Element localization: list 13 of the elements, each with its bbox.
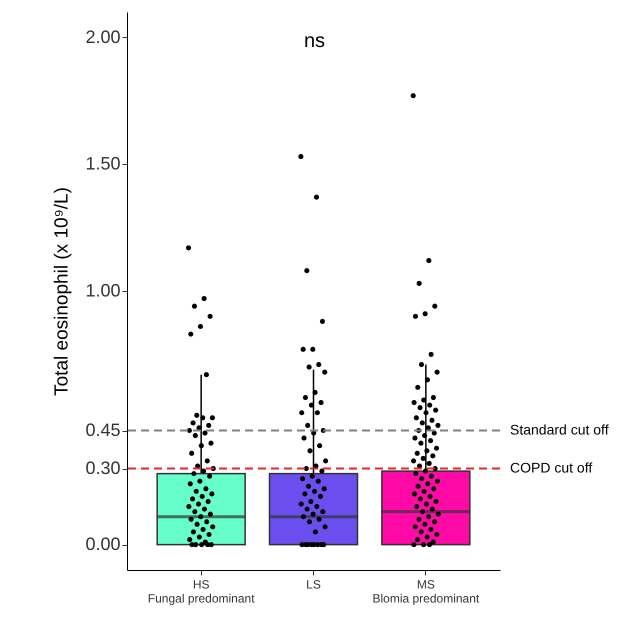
y-tick-label: 1.50 bbox=[85, 154, 120, 174]
ref-line-label: Standard cut off bbox=[510, 422, 609, 438]
y-tick-label: 2.00 bbox=[85, 26, 120, 47]
x-tick-label: MS Blomia predominant bbox=[372, 578, 480, 606]
ref-line-label: COPD cut off bbox=[510, 460, 592, 476]
y-tick-label: 0.45 bbox=[85, 420, 120, 440]
y-axis-title: Total eosinophil (x 10⁹/L) bbox=[51, 187, 72, 396]
annotation: ns bbox=[304, 30, 326, 52]
x-tick-label: LS bbox=[306, 578, 321, 592]
y-tick-label: 1.00 bbox=[85, 280, 120, 300]
y-tick-label: 0.00 bbox=[85, 534, 120, 554]
y-tick-label: 0.30 bbox=[85, 458, 120, 478]
x-tick-label: HS Fungal predominant bbox=[148, 578, 256, 606]
